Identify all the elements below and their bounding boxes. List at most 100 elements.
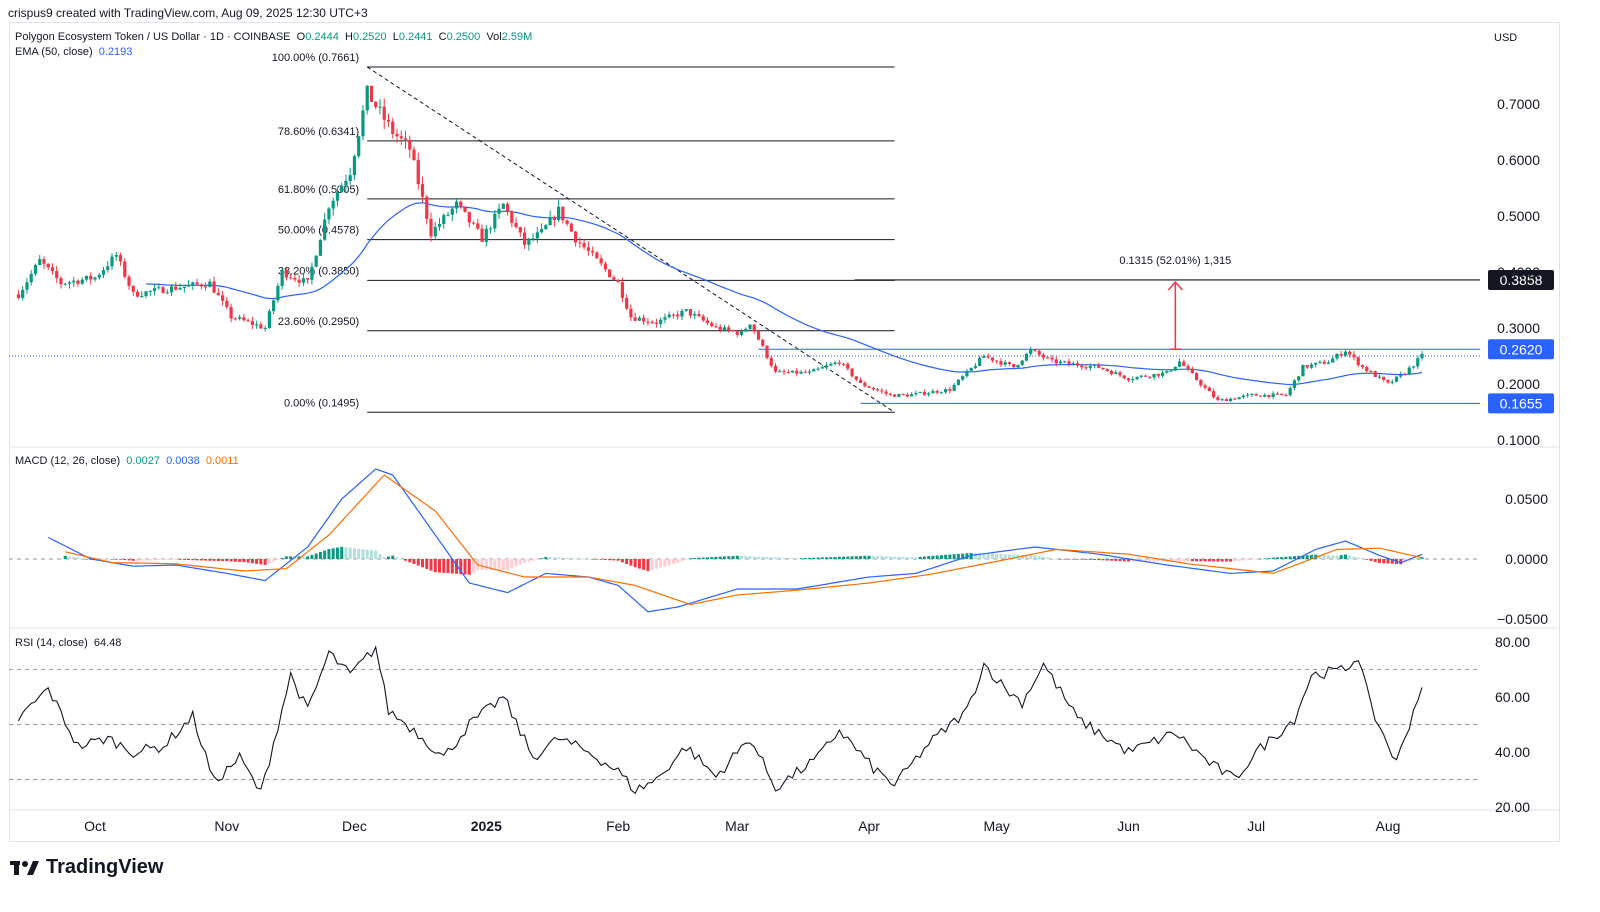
macd-histogram-bar (80, 558, 84, 560)
candle-body (1156, 374, 1160, 376)
candle-body (310, 266, 314, 280)
candle-body (1339, 353, 1343, 356)
candle-body (1080, 365, 1084, 368)
candle-body (876, 389, 880, 391)
candle-body (1411, 366, 1416, 368)
candle-body (1305, 365, 1309, 368)
macd-histogram-bar (123, 559, 127, 561)
fib-level-label: 100.00% (0.7661) (272, 52, 359, 64)
candle-body (514, 222, 518, 228)
macd-histogram-bar (395, 557, 399, 559)
candle-body (718, 326, 722, 331)
macd-histogram-bar (221, 559, 225, 562)
candle-body (208, 281, 212, 288)
macd-histogram-bar (867, 555, 871, 559)
candle-body (1216, 397, 1220, 401)
macd-histogram-bar (680, 559, 684, 562)
candle-body (1318, 361, 1322, 363)
macd-histogram-bar (119, 559, 123, 560)
symbol-header[interactable]: Polygon Ecosystem Token / US Dollar · 1D… (15, 31, 532, 43)
candle-body (812, 369, 816, 372)
candle-body (739, 331, 744, 335)
price-axis-tick: 0.2000 (1497, 376, 1540, 392)
candle-body (1105, 369, 1109, 371)
candle-body (89, 275, 93, 280)
macd-histogram-bar (1267, 558, 1271, 559)
macd-histogram-bar (693, 557, 697, 559)
macd-histogram-bar (939, 555, 943, 559)
macd-histogram-bar (1037, 556, 1041, 559)
candle-body (773, 365, 778, 372)
price-level-tag-text: 0.3858 (1500, 272, 1543, 288)
candle-body (433, 226, 437, 237)
macd-histogram-bar (518, 559, 522, 565)
candle-body (650, 322, 654, 324)
rsi-legend[interactable]: RSI (14, close) 64.48 (15, 637, 121, 649)
candle-body (186, 284, 191, 287)
ema-legend[interactable]: EMA (50, close) 0.2193 (15, 46, 132, 58)
candle-body (799, 371, 803, 374)
macd-histogram-bar (442, 559, 446, 573)
macd-histogram-bar (557, 557, 561, 559)
time-axis-tick: Apr (858, 818, 880, 834)
macd-histogram-bar (1088, 559, 1092, 560)
fib-level-label: 0.00% (0.1495) (284, 397, 359, 409)
macd-histogram-bar (1263, 558, 1267, 560)
macd-histogram-bar (510, 559, 514, 569)
candle-body (1058, 361, 1063, 364)
macd-histogram-bar (663, 559, 667, 567)
macd-histogram-bar (250, 559, 254, 564)
candle-body (1263, 394, 1267, 397)
macd-histogram-bar (1284, 556, 1288, 559)
candle-body (1020, 360, 1024, 365)
candle-body (123, 261, 127, 277)
candle-body (1288, 387, 1292, 396)
macd-histogram-bar (195, 559, 199, 561)
currency-label[interactable]: USD (1494, 32, 1518, 44)
candle-body (871, 387, 875, 390)
macd-histogram-bar (335, 547, 339, 559)
macd-histogram-bar (608, 559, 612, 561)
measure-label: 0.1315 (52.01%) 1,315 (1119, 255, 1231, 267)
candle-body (727, 327, 731, 331)
candle-body (165, 292, 169, 294)
macd-histogram-bar (603, 559, 607, 560)
candle-body (629, 308, 633, 318)
macd-histogram-bar (408, 559, 412, 563)
axes-layer: 0.7000 0.6000 0.5000 0.4000 0.3000 0.2000 0.10… (9, 96, 1560, 834)
macd-histogram-bar (740, 555, 743, 559)
macd-histogram-bar (778, 557, 782, 559)
macd-histogram-bar (1156, 559, 1160, 562)
macd-histogram-bar (654, 559, 658, 569)
macd-histogram-bar (1258, 558, 1262, 560)
candle-body (344, 180, 348, 186)
symbol-name: Polygon Ecosystem Token / US Dollar · 1D… (15, 31, 291, 43)
candle-body (425, 196, 429, 219)
candle-body (340, 185, 344, 193)
fib-level-label: 23.60% (0.2950) (278, 316, 359, 328)
candle-body (527, 238, 531, 245)
macd-histogram-bar (412, 559, 416, 564)
candle-body (1118, 372, 1122, 376)
candle-body (565, 220, 569, 224)
candle-body (174, 286, 178, 290)
macd-histogram-bar (501, 559, 505, 570)
candle-body (1335, 353, 1339, 359)
candle-body (1301, 365, 1305, 377)
candle-body (1016, 364, 1020, 368)
macd-histogram-bar (1331, 555, 1335, 559)
candle-body (1220, 399, 1224, 401)
price-level-tag (1488, 393, 1554, 414)
candle-body (106, 266, 110, 270)
macd-histogram-bar (791, 558, 795, 559)
candle-body (642, 317, 646, 322)
macd-histogram-bar (803, 558, 807, 559)
macd-histogram-bar (599, 559, 603, 560)
macd-legend[interactable]: MACD (12, 26, close) 0.0027 0.0038 0.001… (15, 455, 239, 467)
macd-histogram-bar (450, 559, 454, 574)
macd-histogram-bar (1360, 558, 1364, 560)
macd-histogram-bar (1105, 559, 1109, 561)
macd-histogram-bar (297, 556, 301, 559)
macd-histogram-bar (1216, 559, 1220, 562)
